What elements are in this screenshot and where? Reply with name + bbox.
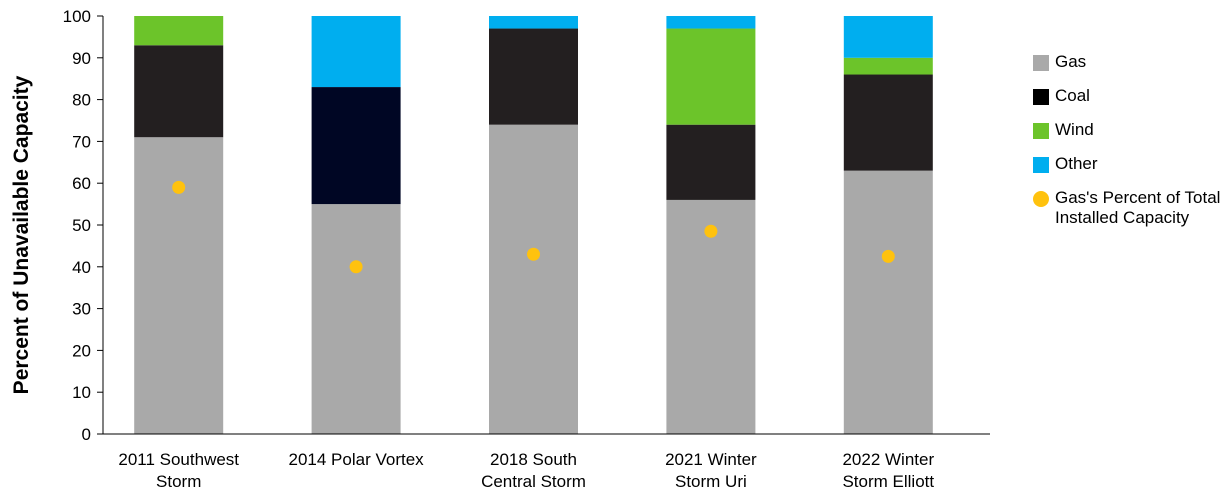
y-tick-label: 0 (82, 425, 91, 444)
y-tick-label: 80 (72, 91, 91, 110)
legend-square-swatch (1033, 55, 1049, 71)
gas-percent-marker (881, 249, 895, 263)
bar-segment-wind (666, 28, 756, 125)
legend-item: Coal (1033, 86, 1225, 120)
x-category-label: Storm Elliott (842, 472, 934, 491)
y-tick-label: 100 (63, 7, 91, 26)
legend-square-swatch (1033, 89, 1049, 105)
legend-label: Coal (1055, 86, 1090, 105)
bar-segment-gas (311, 204, 401, 434)
legend-label: Wind (1055, 120, 1094, 139)
bar-segment-other (666, 16, 756, 29)
legend-label: Gas (1055, 52, 1087, 71)
y-tick-label: 60 (72, 174, 91, 193)
bar-segment-wind (843, 57, 933, 75)
gas-percent-marker (704, 224, 718, 238)
x-axis-labels: 2011 Southwest Storm 2014 Polar Vortex 2018… (118, 450, 934, 491)
x-category-label: Central Storm (481, 472, 586, 491)
x-category-label: 2021 Winter (665, 450, 757, 469)
y-axis-title: Percent of Unavailable Capacity (10, 75, 33, 394)
x-category-label: Storm Uri (675, 472, 747, 491)
x-category-label: 2022 Winter (842, 450, 934, 469)
y-tick-label: 30 (72, 300, 91, 319)
legend-label: Other (1055, 154, 1098, 173)
gas-percent-marker (349, 260, 363, 274)
legend: Gas Coal Wind Other Gas's Percent of Total I… (1033, 52, 1225, 227)
x-category-label: 2018 South (490, 450, 577, 469)
bar-segment-coal (489, 28, 578, 125)
bars (134, 16, 933, 435)
gas-percent-markers (172, 180, 895, 274)
y-axis-label: Percent of Unavailable Capacity (10, 75, 33, 394)
bar-segment-coal (843, 74, 933, 171)
x-category-label: 2014 Polar Vortex (289, 450, 425, 469)
bar-segment-other (311, 16, 401, 88)
y-tick-label: 40 (72, 258, 91, 277)
bar-segment-gas (843, 170, 933, 434)
legend-item: Gas (1033, 52, 1225, 86)
bar-segment-coal (311, 87, 401, 205)
legend-item: Gas's Percent of Total Installed Capacit… (1033, 188, 1225, 227)
stacked-bar-chart: Percent of Unavailable Capacity 0 10 20 30 4… (10, 7, 990, 491)
bar-segment-other (843, 16, 933, 58)
y-tick-label: 70 (72, 132, 91, 151)
y-tick-label: 90 (72, 49, 91, 68)
legend-label: Gas's Percent of Total Installed Capacit… (1055, 188, 1221, 227)
y-tick-label: 10 (72, 383, 91, 402)
axes (102, 16, 990, 435)
gas-percent-marker (527, 247, 540, 261)
bar-segment-gas (489, 124, 578, 435)
legend-square-swatch (1033, 157, 1049, 173)
bar-segment-other (489, 16, 578, 29)
legend-item: Other (1033, 154, 1225, 188)
y-tick-label: 20 (72, 341, 91, 360)
y-tick-label: 50 (72, 216, 91, 235)
legend-item: Wind (1033, 120, 1225, 154)
legend-square-swatch (1033, 123, 1049, 139)
gas-percent-marker (172, 180, 186, 194)
x-category-label: Storm (156, 472, 201, 491)
x-category-label: 2011 Southwest (118, 450, 239, 469)
bar-segment-gas (666, 199, 756, 434)
y-axis-ticks: 0 10 20 30 40 50 60 70 80 90 100 (63, 7, 103, 444)
bar-segment-wind (134, 16, 224, 46)
legend-circle-swatch (1033, 191, 1049, 207)
bar-segment-coal (666, 124, 756, 200)
bar-segment-coal (134, 45, 224, 138)
